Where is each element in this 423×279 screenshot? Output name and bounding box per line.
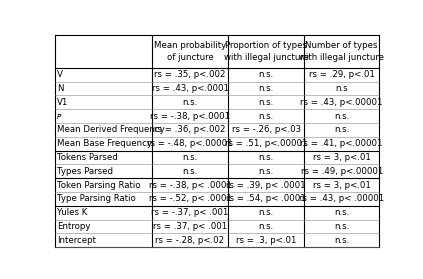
Text: rs = .51, p<.00001: rs = .51, p<.00001	[225, 139, 308, 148]
Text: rs = .3, p<.01: rs = .3, p<.01	[236, 236, 297, 245]
Text: ᴘ: ᴘ	[57, 112, 62, 121]
Text: rs = .54, p< .0001: rs = .54, p< .0001	[226, 194, 306, 203]
Text: Mean Base Frequency: Mean Base Frequency	[57, 139, 152, 148]
Text: Number of types
with illegal juncture: Number of types with illegal juncture	[299, 41, 384, 62]
Text: rs = -.38, p<.0001: rs = -.38, p<.0001	[150, 112, 230, 121]
Text: rs = -.37, p< .001: rs = -.37, p< .001	[151, 208, 229, 217]
Text: n.s.: n.s.	[334, 222, 349, 231]
Text: rs = 3, p<.01: rs = 3, p<.01	[313, 153, 371, 162]
Text: n.s.: n.s.	[258, 208, 274, 217]
Text: rs = .37, p< .001: rs = .37, p< .001	[153, 222, 227, 231]
Text: n.s.: n.s.	[182, 98, 198, 107]
Text: rs = .36, p<.002: rs = .36, p<.002	[154, 126, 226, 134]
Text: V: V	[57, 70, 63, 79]
Text: n.s.: n.s.	[258, 153, 274, 162]
Text: Token Parsing Ratio: Token Parsing Ratio	[57, 181, 140, 190]
Text: Mean Derived Frequency: Mean Derived Frequency	[57, 126, 165, 134]
Text: Types Parsed: Types Parsed	[57, 167, 113, 176]
Text: n.s.: n.s.	[182, 167, 198, 176]
Text: N: N	[57, 84, 63, 93]
Text: rs = -.26, p<.03: rs = -.26, p<.03	[232, 126, 301, 134]
Text: n.s.: n.s.	[334, 112, 349, 121]
Text: rs = .43, p<.00001: rs = .43, p<.00001	[300, 98, 383, 107]
Text: n.s.: n.s.	[334, 208, 349, 217]
Text: n.s.: n.s.	[334, 236, 349, 245]
Text: Entropy: Entropy	[57, 222, 91, 231]
Text: rs = -.48, p<.00001: rs = -.48, p<.00001	[147, 139, 233, 148]
Text: rs = .43, p< .00001: rs = .43, p< .00001	[299, 194, 385, 203]
Text: rs = -.52, p< .0001: rs = -.52, p< .0001	[148, 194, 231, 203]
Text: Type Parsing Ratio: Type Parsing Ratio	[57, 194, 136, 203]
Text: n.s.: n.s.	[258, 84, 274, 93]
Text: Yules K: Yules K	[57, 208, 88, 217]
Text: n.s.: n.s.	[258, 112, 274, 121]
Text: rs = -.38, p< .0001: rs = -.38, p< .0001	[148, 181, 231, 190]
Text: Proportion of types
with illegal juncture: Proportion of types with illegal junctur…	[224, 41, 309, 62]
Text: n.s.: n.s.	[258, 222, 274, 231]
Text: rs = .41, p<.00001: rs = .41, p<.00001	[300, 139, 383, 148]
Text: rs = .29, p<.01: rs = .29, p<.01	[309, 70, 375, 79]
Text: n.s.: n.s.	[182, 153, 198, 162]
Text: rs = 3, p<.01: rs = 3, p<.01	[313, 181, 371, 190]
Text: Intercept: Intercept	[57, 236, 96, 245]
Text: rs = -.28, p<.02: rs = -.28, p<.02	[155, 236, 225, 245]
Text: V1: V1	[57, 98, 69, 107]
Text: rs = .43, p<.0001: rs = .43, p<.0001	[151, 84, 228, 93]
Text: n.s: n.s	[335, 84, 348, 93]
Text: rs = .35, p<.002: rs = .35, p<.002	[154, 70, 226, 79]
Text: n.s.: n.s.	[258, 167, 274, 176]
Text: Tokens Parsed: Tokens Parsed	[57, 153, 118, 162]
Text: n.s.: n.s.	[258, 98, 274, 107]
Text: rs = .49, p<.00001: rs = .49, p<.00001	[301, 167, 383, 176]
Text: n.s.: n.s.	[334, 126, 349, 134]
Text: rs = .39, p< .0001: rs = .39, p< .0001	[226, 181, 306, 190]
Text: Mean probability
of juncture: Mean probability of juncture	[154, 41, 226, 62]
Text: n.s.: n.s.	[258, 70, 274, 79]
